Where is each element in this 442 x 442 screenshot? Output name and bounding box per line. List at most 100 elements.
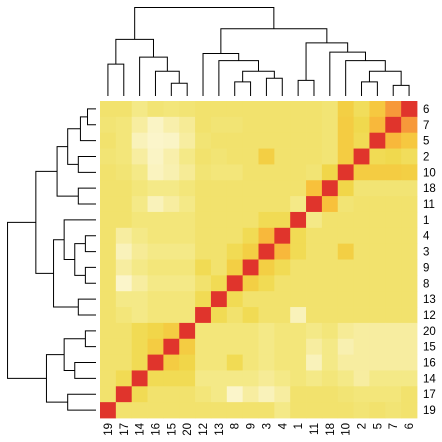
heatmap-cell bbox=[163, 148, 180, 165]
heatmap-cell bbox=[369, 275, 386, 292]
heatmap-cell bbox=[115, 354, 133, 371]
heatmap-cell bbox=[353, 132, 370, 149]
heatmap-cell bbox=[290, 386, 307, 403]
heatmap-cell bbox=[306, 196, 323, 213]
row-tick-label: 18 bbox=[423, 183, 436, 195]
heatmap-cell bbox=[163, 386, 180, 403]
heatmap-cell bbox=[369, 148, 386, 165]
heatmap-cell bbox=[210, 338, 228, 355]
heatmap-cell bbox=[147, 307, 164, 324]
heatmap-cell bbox=[321, 291, 339, 308]
heatmap-cell bbox=[385, 307, 402, 324]
heatmap-cell bbox=[163, 259, 180, 276]
heatmap-cell bbox=[242, 354, 259, 371]
heatmap-cell bbox=[369, 101, 386, 118]
heatmap-cell bbox=[226, 180, 244, 197]
heatmap-cell bbox=[179, 196, 196, 213]
heatmap-cell bbox=[385, 180, 402, 197]
heatmap-cell bbox=[369, 164, 386, 181]
heatmap-cell bbox=[242, 322, 259, 340]
heatmap-cell bbox=[258, 338, 275, 355]
heatmap-cell bbox=[401, 354, 418, 371]
heatmap-cell bbox=[195, 196, 212, 213]
dendrogram-branch bbox=[368, 70, 402, 86]
heatmap-cell bbox=[353, 275, 370, 292]
heatmap-cell bbox=[131, 386, 148, 403]
heatmap-cell bbox=[163, 180, 180, 197]
heatmap-cell bbox=[210, 370, 228, 387]
heatmap-cell bbox=[290, 402, 307, 419]
heatmap-cell bbox=[274, 227, 291, 245]
heatmap-cell bbox=[195, 275, 212, 292]
dendrogram-branch bbox=[63, 219, 96, 260]
row-tick-label: 17 bbox=[423, 389, 436, 401]
column-tick-label: 10 bbox=[341, 423, 353, 436]
heatmap-cell bbox=[274, 307, 291, 324]
heatmap-cell bbox=[401, 386, 418, 403]
heatmap-cell bbox=[258, 243, 275, 260]
heatmap-cell bbox=[195, 101, 212, 118]
heatmap-cell bbox=[115, 386, 133, 403]
heatmap-cell bbox=[100, 322, 117, 340]
heatmap-cell bbox=[353, 354, 370, 371]
heatmap-cell bbox=[258, 196, 275, 213]
heatmap-cell bbox=[195, 307, 212, 324]
dendrogram-branch bbox=[202, 53, 240, 96]
heatmap-cell bbox=[163, 275, 180, 292]
heatmap-cell bbox=[306, 164, 323, 181]
column-tick-label: 16 bbox=[150, 423, 162, 436]
heatmap-cell bbox=[147, 275, 164, 292]
heatmap-cell bbox=[226, 354, 244, 371]
heatmap-cell bbox=[385, 275, 402, 292]
heatmap-cell bbox=[195, 370, 212, 387]
heatmap-cell bbox=[100, 370, 117, 387]
dendrogram-branch bbox=[107, 63, 125, 96]
heatmap-cell bbox=[226, 164, 244, 181]
heatmap-cell bbox=[242, 132, 259, 149]
heatmap-cell bbox=[321, 354, 339, 371]
heatmap-cell bbox=[290, 275, 307, 292]
dendrogram-branch bbox=[74, 243, 86, 276]
heatmap-cell bbox=[290, 370, 307, 387]
dendrogram-branch bbox=[220, 28, 328, 54]
heatmap-cell bbox=[147, 322, 164, 340]
column-tick-label: 3 bbox=[261, 423, 273, 429]
heatmap-cell bbox=[210, 243, 228, 260]
dendrogram-branch bbox=[77, 298, 96, 316]
heatmap-cell bbox=[290, 211, 307, 229]
heatmap-cell bbox=[306, 259, 323, 276]
heatmap-cell bbox=[401, 116, 418, 134]
heatmap-cell bbox=[147, 338, 164, 355]
heatmap-cell bbox=[321, 116, 339, 134]
heatmap-cell bbox=[369, 370, 386, 387]
heatmap-cell bbox=[195, 116, 212, 134]
column-tick-label: 13 bbox=[214, 423, 226, 436]
heatmap-cell bbox=[179, 227, 196, 245]
heatmap-cell bbox=[337, 164, 354, 181]
heatmap-cell bbox=[290, 101, 307, 118]
heatmap-cell bbox=[337, 211, 354, 229]
heatmap-cell bbox=[321, 307, 339, 324]
heatmap-cells bbox=[100, 101, 418, 419]
row-tick-label: 9 bbox=[423, 262, 429, 274]
heatmap-cell bbox=[100, 338, 117, 355]
heatmap-cell bbox=[131, 116, 148, 134]
heatmap-cell bbox=[385, 196, 402, 213]
heatmap-cell bbox=[226, 101, 244, 118]
heatmap-cell bbox=[226, 307, 244, 324]
column-tick-label: 14 bbox=[135, 422, 147, 435]
heatmap-cell bbox=[274, 180, 291, 197]
heatmap-cell bbox=[369, 196, 386, 213]
heatmap-cell bbox=[321, 196, 339, 213]
dendrogram-branch bbox=[234, 81, 252, 96]
dendrogram-branch bbox=[265, 77, 283, 96]
heatmap-cell bbox=[179, 370, 196, 387]
heatmap-cell bbox=[369, 180, 386, 197]
heatmap-cell bbox=[369, 307, 386, 324]
heatmap-cell bbox=[210, 101, 228, 118]
heatmap-cell bbox=[401, 196, 418, 213]
heatmap-cell bbox=[369, 291, 386, 308]
heatmap-cell bbox=[258, 386, 275, 403]
heatmap-cell bbox=[115, 402, 133, 419]
